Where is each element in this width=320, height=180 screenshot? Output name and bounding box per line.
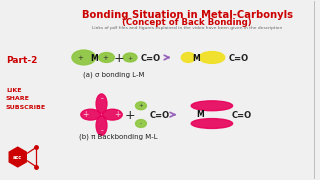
Text: C=O: C=O [141, 54, 161, 63]
Text: SHARE: SHARE [6, 96, 30, 101]
Text: M: M [91, 54, 99, 63]
Text: Bonding Situation in Metal-Carbonyls: Bonding Situation in Metal-Carbonyls [82, 10, 293, 20]
Ellipse shape [99, 53, 114, 62]
Polygon shape [9, 147, 26, 167]
Ellipse shape [136, 102, 146, 110]
Ellipse shape [96, 116, 107, 135]
Text: +: + [83, 110, 89, 119]
Text: M: M [192, 54, 200, 63]
Text: +: + [139, 103, 143, 108]
Text: +: + [114, 52, 124, 65]
Ellipse shape [123, 53, 137, 62]
Ellipse shape [199, 51, 225, 63]
Text: +: + [127, 56, 133, 61]
Text: M: M [196, 110, 204, 119]
Text: C=O: C=O [229, 54, 249, 63]
Text: (a) σ bonding L-M: (a) σ bonding L-M [83, 72, 144, 78]
Ellipse shape [81, 109, 100, 120]
Ellipse shape [96, 94, 107, 114]
Text: +: + [125, 109, 135, 122]
Ellipse shape [102, 109, 122, 120]
Text: Links of pdf files and figures explained in the video have been given in the des: Links of pdf files and figures explained… [92, 26, 282, 30]
Text: +: + [77, 55, 83, 61]
Text: Part-2: Part-2 [6, 56, 37, 65]
Text: -: - [100, 126, 103, 135]
Text: +: + [102, 55, 108, 61]
Text: +: + [114, 110, 120, 119]
Text: SUBSCRIBE: SUBSCRIBE [6, 105, 46, 110]
Text: LIKE: LIKE [6, 87, 21, 93]
Ellipse shape [191, 101, 233, 111]
Text: C=O: C=O [232, 111, 252, 120]
Ellipse shape [181, 53, 195, 62]
Ellipse shape [191, 119, 233, 129]
Text: -: - [140, 121, 142, 126]
Text: -: - [100, 94, 103, 103]
Text: (Concept of Back Bonding): (Concept of Back Bonding) [123, 18, 252, 27]
Ellipse shape [72, 50, 96, 65]
Text: acc: acc [13, 154, 22, 159]
Ellipse shape [136, 120, 146, 127]
Text: (b) π Backbonding M-L: (b) π Backbonding M-L [79, 133, 157, 140]
Text: C=O: C=O [150, 111, 170, 120]
